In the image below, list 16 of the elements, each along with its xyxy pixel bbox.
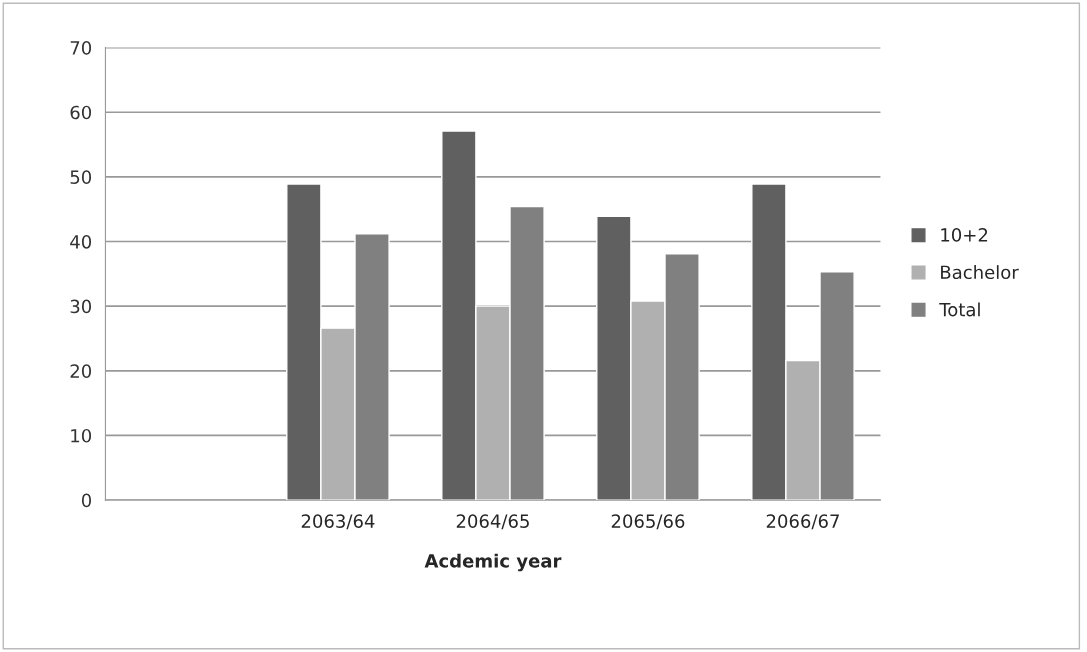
x-tick-label: 2064/65 [456,514,529,530]
legend-label: 10+2 [941,228,988,242]
y-tick-label: 50 [70,170,92,184]
y-tick-label: 60 [70,105,92,120]
y-tick-label: 70 [70,41,92,55]
y-tick-label: 0 [81,493,92,508]
x-axis-title: Acdemic year [424,553,562,572]
x-tick-label: 2065/66 [611,514,685,530]
x-tick-label: 2063/64 [301,514,375,530]
y-tick-label: 30 [70,299,92,314]
y-tick-label: 10 [71,428,92,443]
legend-label: Bachelor [941,265,1019,280]
x-tick-label: 2066/67 [766,514,839,530]
y-tick-label: 20 [70,364,92,378]
y-tick-label: 40 [70,234,92,249]
legend-label: Total [939,302,980,317]
